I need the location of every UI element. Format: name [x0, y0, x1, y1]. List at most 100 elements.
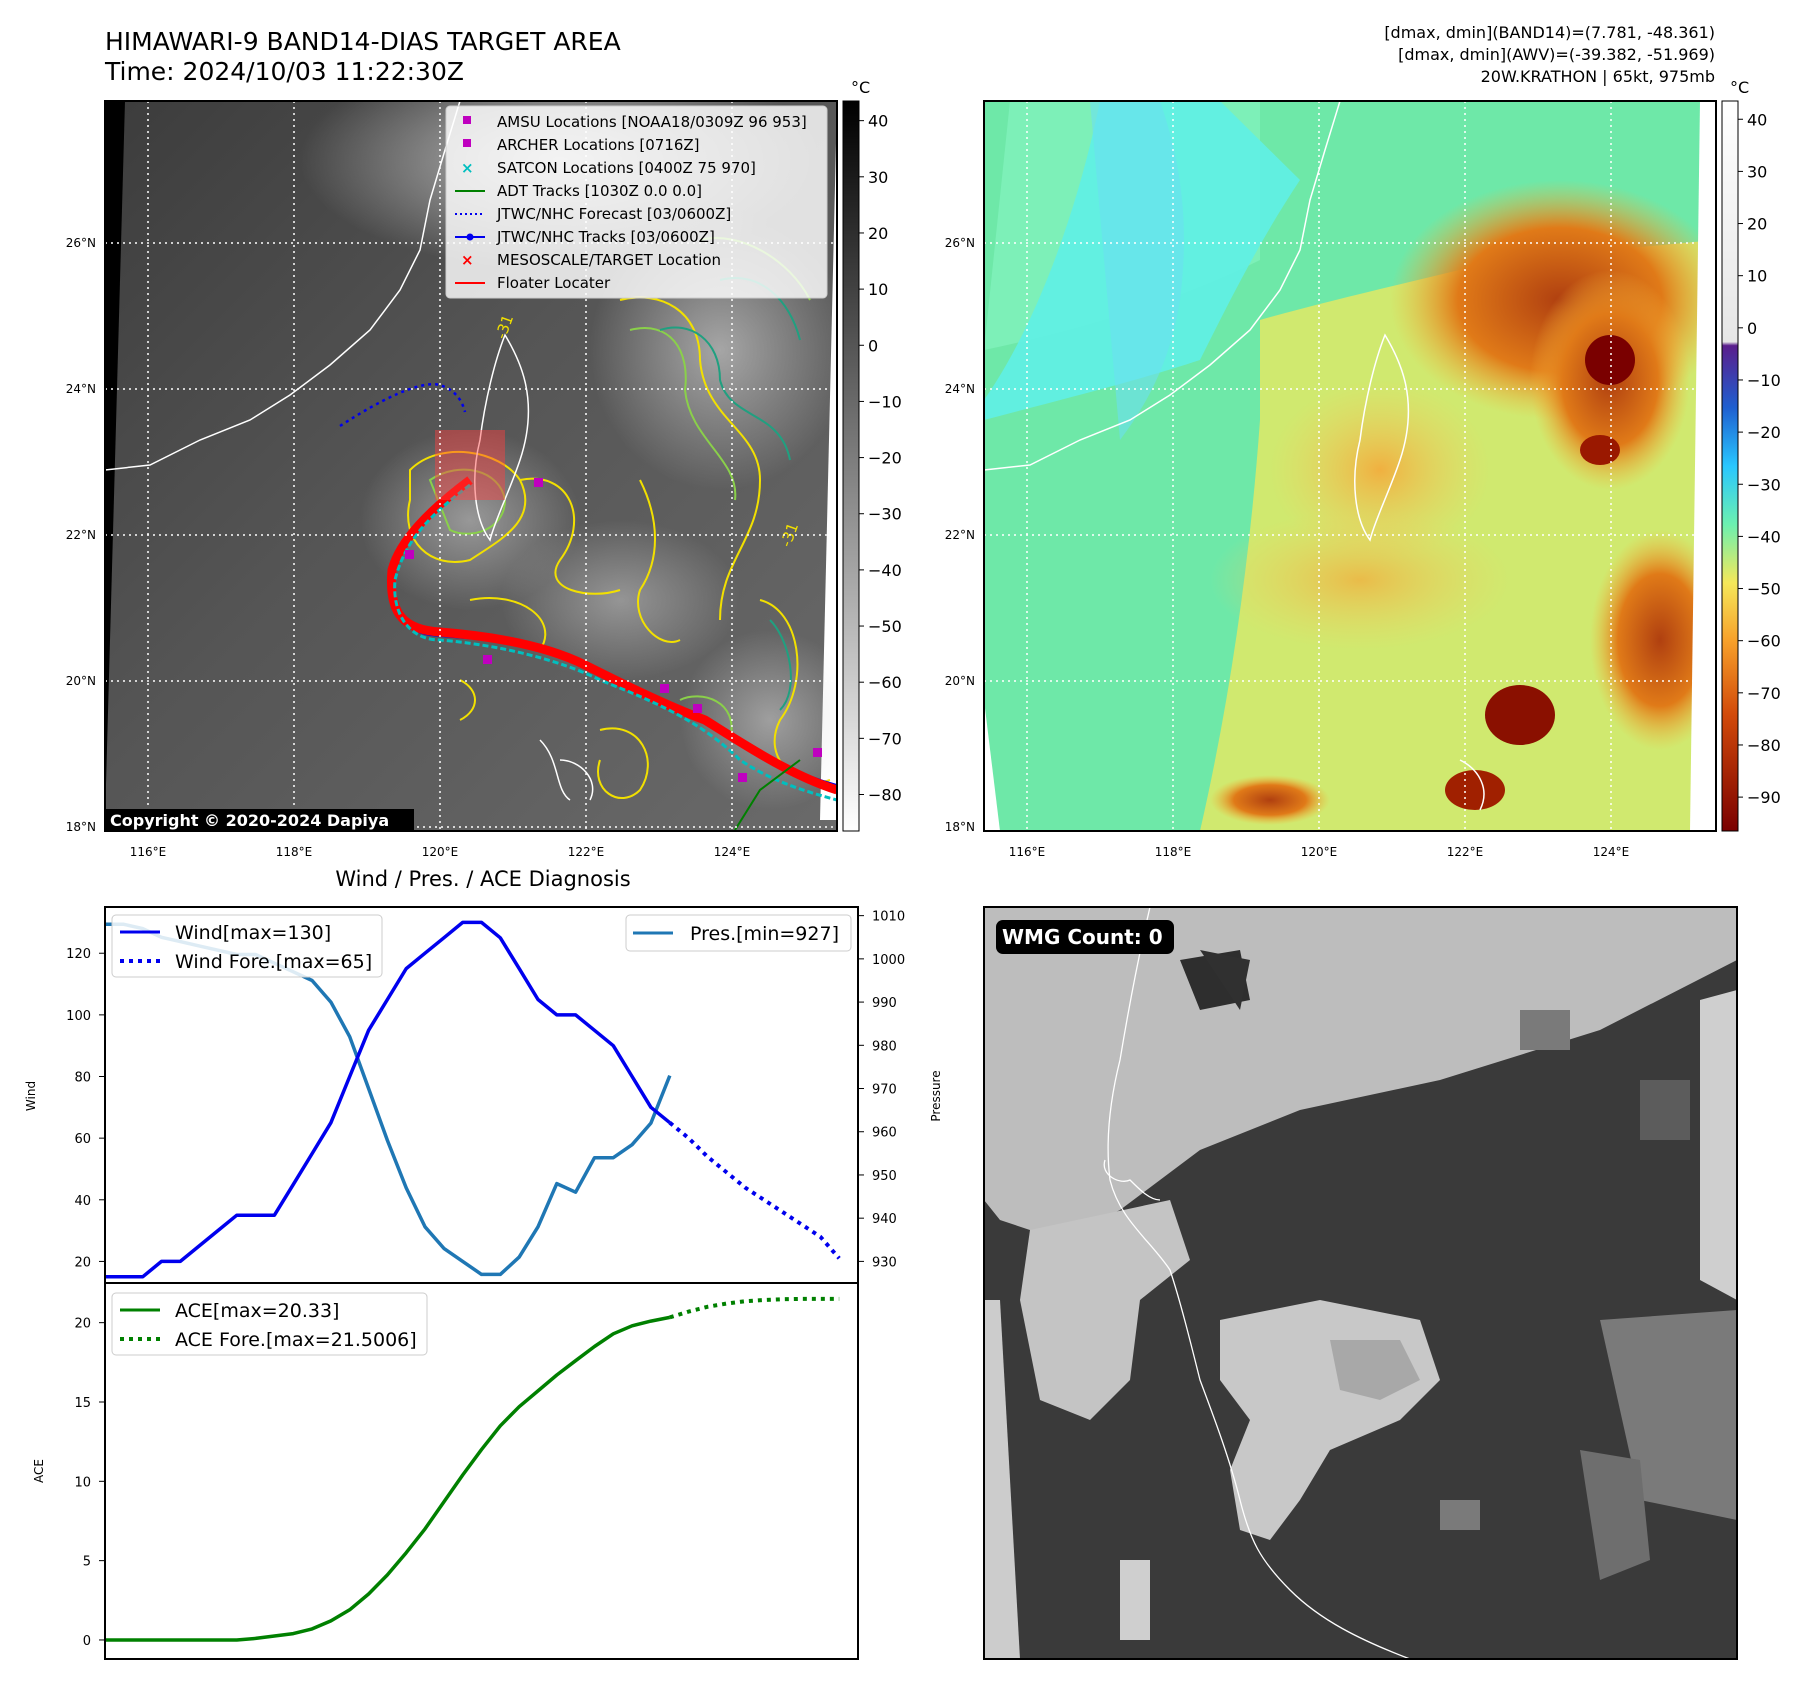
lat-tick: 26°N	[66, 236, 96, 250]
axis-tick-label: 5	[83, 1555, 91, 1570]
series-line	[668, 1121, 841, 1260]
wmg-imagery	[984, 907, 1737, 1659]
colorbar-tick-label: 40	[868, 112, 888, 131]
wind-pressure-chart: Wind / Pres. / ACE Diagnosis 120 100 80 60 4…	[24, 867, 943, 1284]
wind-legend: Wind[max=130] Wind Fore.[max=65]	[111, 914, 383, 978]
colorbar-tick-label: 40	[1747, 110, 1767, 129]
legend-item: JTWC/NHC Forecast [03/0600Z]	[496, 205, 731, 223]
legend-item: SATCON Locations [0400Z 75 970]	[497, 159, 756, 177]
colorbar-tick-label: −10	[868, 392, 902, 411]
square-marker-icon	[463, 139, 471, 147]
lat-tick: 20°N	[945, 674, 975, 688]
lat-tick: 22°N	[66, 528, 96, 542]
series-line	[105, 920, 671, 1279]
colorbar-tick-label: 30	[868, 168, 888, 187]
x-marker-icon: ×	[461, 159, 474, 177]
colorbar-tick-label: −80	[1747, 736, 1781, 755]
colorbar-tick-label: −90	[1747, 788, 1781, 807]
colorbar-tick-label: 0	[1747, 319, 1757, 338]
lat-tick: 18°N	[945, 820, 975, 834]
legend-item: MESOSCALE/TARGET Location	[497, 251, 721, 269]
colorbar-tick-label: −40	[1747, 527, 1781, 546]
colorbar-unit: °C	[851, 78, 870, 97]
pressure-legend: Pres.[min=927]	[625, 914, 852, 952]
figure-title: HIMAWARI-9 BAND14-DIAS TARGET AREA	[105, 27, 621, 56]
ir-colorbar: °C 40 30 20 10 0 −10 −20 −30 −40 −50 −60 −70 −80	[842, 78, 902, 832]
axis-tick-label: 950	[872, 1169, 897, 1184]
wmg-panel: WMG Count: 0	[983, 906, 1738, 1660]
colorbar-tick-label: 10	[868, 280, 888, 299]
lon-tick: 118°E	[276, 845, 313, 859]
lon-tick: 116°E	[1009, 845, 1046, 859]
axis-tick-label: 980	[872, 1039, 897, 1054]
awv-colorbar: °C 40 30 20 10 0 −10 −20 −30 −40 −50 −60 −70 −80 −90	[1721, 78, 1781, 832]
axis-tick-label: 20	[74, 1255, 91, 1270]
lon-tick: 122°E	[1447, 845, 1484, 859]
lat-tick: 26°N	[945, 236, 975, 250]
colorbar-tick-label: −70	[868, 729, 902, 748]
ace-chart: 20 15 10 5 0 ACE ACE[max=20.33] ACE Fore.[ma…	[32, 1282, 859, 1660]
ir-map-panel: -31 -31	[66, 78, 902, 859]
legend-item: JTWC/NHC Tracks [03/0600Z]	[496, 228, 715, 246]
copyright-label: Copyright © 2020-2024 Dapiya	[110, 811, 389, 830]
colorbar-tick-label: −30	[1747, 475, 1781, 494]
colorbar-tick-label: 30	[1747, 162, 1767, 181]
colorbar-tick-label: 20	[868, 224, 888, 243]
colorbar-tick-label: 0	[868, 336, 878, 355]
lon-tick: 120°E	[1301, 845, 1338, 859]
legend-item: ARCHER Locations [0716Z]	[497, 136, 700, 154]
lon-tick: 124°E	[714, 845, 751, 859]
lon-tick: 116°E	[130, 845, 167, 859]
axis-tick-label: 0	[83, 1634, 91, 1649]
colorbar-tick-label: −40	[868, 561, 902, 580]
axis-tick-label: 1010	[872, 910, 905, 925]
legend-item: ACE Fore.[max=21.5006]	[175, 1329, 417, 1351]
lon-tick: 122°E	[568, 845, 605, 859]
legend-item: Wind Fore.[max=65]	[175, 951, 372, 973]
square-marker-icon	[463, 116, 471, 124]
axis-tick-label: 20	[74, 1317, 91, 1332]
x-marker-icon: ×	[461, 251, 474, 269]
colorbar-tick-label: 10	[1747, 267, 1767, 286]
legend-item: AMSU Locations [NOAA18/0309Z 96 953]	[497, 113, 807, 131]
axis-tick-label: 10	[74, 1475, 91, 1490]
series-line	[669, 1296, 840, 1320]
colorbar-tick-label: −80	[868, 786, 902, 805]
ir-legend: AMSU Locations [NOAA18/0309Z 96 953] ARC…	[445, 105, 828, 299]
wind-axis-label: Wind	[24, 1081, 38, 1111]
awv-map-panel: 26°N 24°N 22°N 20°N 18°N 116°E 118°E 120…	[945, 78, 1781, 859]
lat-tick: 20°N	[66, 674, 96, 688]
axis-tick-label: 1000	[872, 953, 905, 968]
ace-legend: ACE[max=20.33] ACE Fore.[max=21.5006]	[111, 1292, 428, 1356]
lon-tick: 120°E	[422, 845, 459, 859]
lat-tick: 18°N	[66, 820, 96, 834]
legend-item: Pres.[min=927]	[690, 923, 839, 945]
colorbar-tick-label: −60	[1747, 632, 1781, 651]
colorbar-tick-label: −20	[1747, 423, 1781, 442]
colorbar-tick-label: −20	[868, 449, 902, 468]
header: HIMAWARI-9 BAND14-DIAS TARGET AREA Time:…	[104, 23, 1715, 86]
legend-item: ACE[max=20.33]	[175, 1300, 339, 1322]
colorbar-tick-label: 20	[1747, 215, 1767, 234]
legend-item: ADT Tracks [1030Z 0.0 0.0]	[497, 182, 702, 200]
awv-imagery	[984, 101, 1716, 831]
lon-tick: 124°E	[1593, 845, 1630, 859]
axis-tick-label: 970	[872, 1083, 897, 1098]
axis-tick-label: 15	[74, 1396, 91, 1411]
legend-item: Wind[max=130]	[175, 922, 331, 944]
colorbar-tick-label: −60	[868, 673, 902, 692]
lat-tick: 22°N	[945, 528, 975, 542]
colorbar-tick-label: −10	[1747, 371, 1781, 390]
lat-tick: 24°N	[945, 382, 975, 396]
axis-tick-label: 40	[74, 1194, 91, 1209]
axis-tick-label: 80	[74, 1071, 91, 1086]
colorbar-tick-label: −70	[1747, 684, 1781, 703]
pressure-axis-label: Pressure	[929, 1070, 943, 1121]
legend-item: Floater Locater	[497, 274, 611, 292]
ace-axis-label: ACE	[32, 1459, 46, 1483]
lat-tick: 24°N	[66, 382, 96, 396]
axis-tick-label: 60	[74, 1132, 91, 1147]
figure-time: Time: 2024/10/03 11:22:30Z	[104, 57, 464, 86]
colorbar-tick-label: −50	[868, 617, 902, 636]
